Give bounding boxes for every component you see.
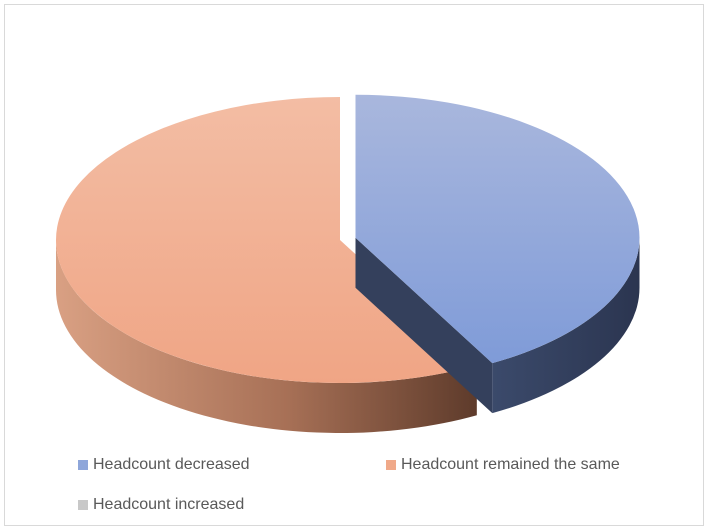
legend-label-increased: Headcount increased	[93, 496, 245, 513]
legend-item-headcount-remained-same: Headcount remained the same	[386, 456, 620, 474]
legend-swatch-decreased	[78, 460, 88, 470]
pie-side-headcount-decreased	[492, 237, 640, 414]
legend-label-decreased: Headcount decreased	[93, 456, 250, 473]
legend-swatch-remained-same	[386, 460, 396, 470]
pie-slice-headcount-decreased	[355, 94, 640, 364]
legend-item-headcount-decreased: Headcount decreased	[78, 456, 250, 474]
legend-item-headcount-increased: Headcount increased	[78, 496, 244, 514]
pie-side-headcount-remained-the-same	[56, 240, 477, 434]
pie-slice-headcount-remained-the-same	[55, 97, 477, 383]
legend-swatch-increased	[78, 500, 88, 510]
legend-label-remained-same: Headcount remained the same	[401, 456, 620, 473]
pie-cut-face-headcount-decreased	[355, 237, 493, 414]
